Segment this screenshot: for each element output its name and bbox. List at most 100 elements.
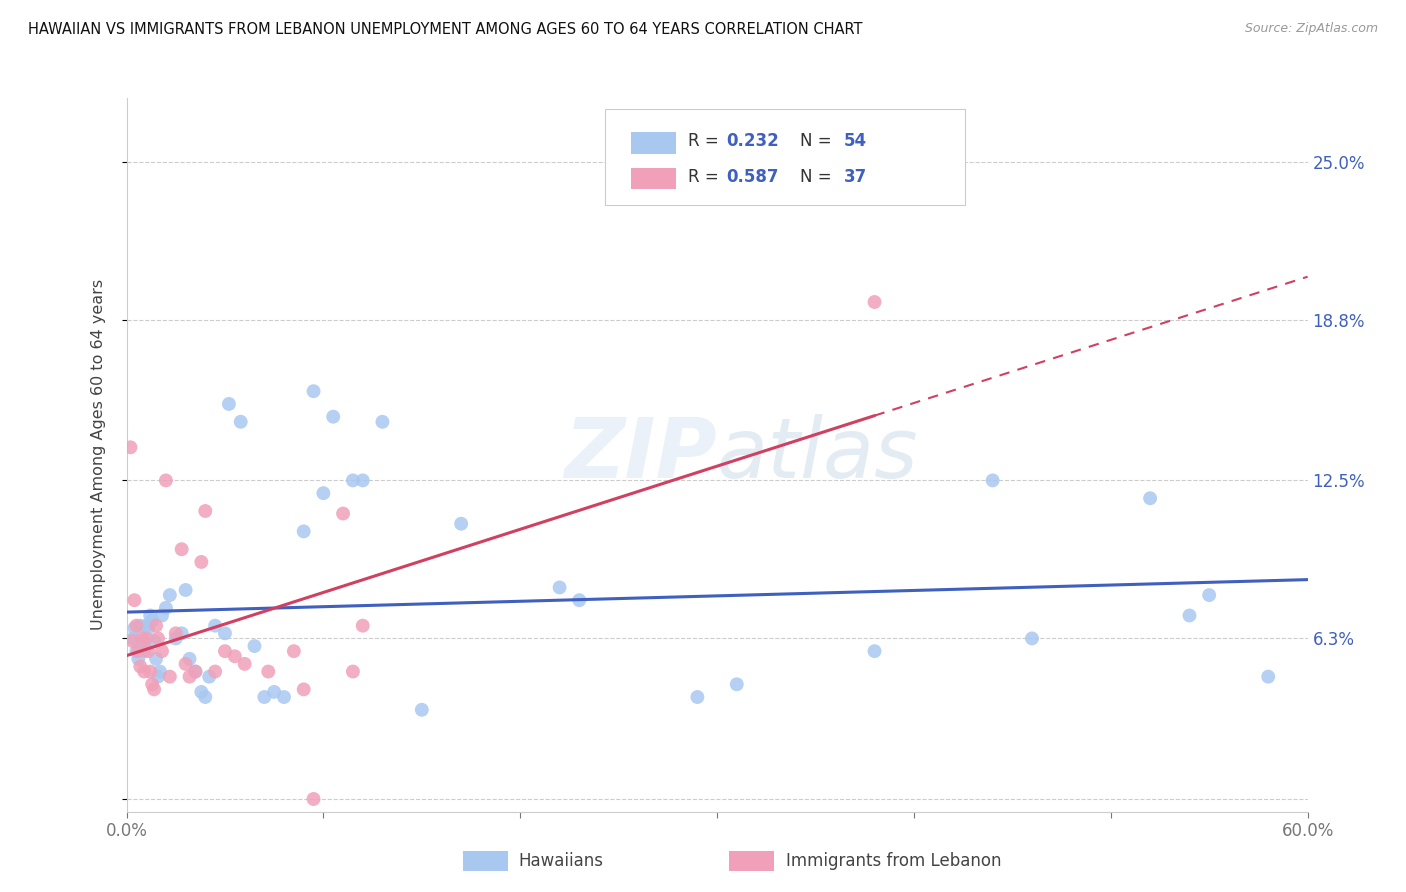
Point	[190, 685, 212, 699]
Point	[568, 593, 591, 607]
Point	[135, 618, 157, 632]
Point	[174, 657, 197, 671]
Point	[352, 618, 374, 632]
Point	[273, 690, 295, 704]
Point	[198, 670, 221, 684]
Point	[141, 677, 163, 691]
Point	[243, 639, 266, 653]
Point	[218, 397, 240, 411]
Text: HAWAIIAN VS IMMIGRANTS FROM LEBANON UNEMPLOYMENT AMONG AGES 60 TO 64 YEARS CORRE: HAWAIIAN VS IMMIGRANTS FROM LEBANON UNEM…	[28, 22, 863, 37]
Text: Source: ZipAtlas.com: Source: ZipAtlas.com	[1244, 22, 1378, 36]
Point	[174, 582, 197, 597]
Point	[139, 608, 162, 623]
Point	[342, 474, 364, 488]
Point	[129, 659, 152, 673]
Text: 37: 37	[844, 168, 866, 186]
Point	[302, 792, 325, 806]
Point	[450, 516, 472, 531]
Point	[146, 670, 169, 684]
Point	[159, 670, 181, 684]
Point	[141, 614, 163, 628]
Point	[194, 504, 217, 518]
Point	[263, 685, 285, 699]
Text: N =: N =	[800, 168, 837, 186]
Point	[190, 555, 212, 569]
Point	[1198, 588, 1220, 602]
Point	[302, 384, 325, 399]
FancyBboxPatch shape	[605, 109, 965, 205]
Point	[233, 657, 256, 671]
Point	[120, 440, 142, 454]
Point	[322, 409, 344, 424]
Point	[981, 474, 1004, 488]
Text: atlas: atlas	[717, 415, 918, 495]
Point	[204, 665, 226, 679]
Point	[863, 295, 886, 310]
Point	[214, 626, 236, 640]
Text: Immigrants from Lebanon: Immigrants from Lebanon	[786, 852, 1001, 870]
Text: Hawaiians: Hawaiians	[519, 852, 603, 870]
Bar	[631, 168, 676, 189]
Point	[1139, 491, 1161, 506]
Point	[342, 665, 364, 679]
Point	[121, 632, 143, 646]
Text: 0.587: 0.587	[727, 168, 779, 186]
Point	[170, 542, 193, 557]
Point	[179, 652, 201, 666]
Point	[149, 665, 172, 679]
Point	[179, 670, 201, 684]
Point	[863, 644, 886, 658]
Point	[150, 608, 173, 623]
Point	[194, 690, 217, 704]
Point	[145, 618, 167, 632]
Point	[129, 618, 152, 632]
Point	[155, 600, 177, 615]
Point	[146, 632, 169, 646]
Point	[136, 621, 159, 635]
Text: 0.232: 0.232	[727, 132, 779, 150]
Point	[150, 644, 173, 658]
Point	[127, 652, 149, 666]
Point	[134, 665, 156, 679]
Text: N =: N =	[800, 132, 837, 150]
Point	[165, 626, 187, 640]
Point	[725, 677, 748, 691]
Point	[170, 626, 193, 640]
Text: R =: R =	[688, 132, 724, 150]
Point	[131, 634, 153, 648]
Point	[352, 474, 374, 488]
Bar	[463, 851, 508, 871]
Point	[124, 593, 146, 607]
Point	[332, 507, 354, 521]
Point	[1257, 670, 1279, 684]
Point	[155, 474, 177, 488]
Point	[125, 644, 148, 658]
Point	[127, 644, 149, 658]
Point	[229, 415, 252, 429]
Point	[548, 581, 571, 595]
Point	[145, 652, 167, 666]
Point	[159, 588, 181, 602]
Point	[125, 618, 148, 632]
Point	[253, 690, 276, 704]
Point	[204, 618, 226, 632]
Point	[283, 644, 305, 658]
Point	[224, 649, 246, 664]
Point	[371, 415, 394, 429]
Point	[292, 524, 315, 539]
Point	[131, 632, 153, 646]
Bar	[728, 851, 773, 871]
Text: ZIP: ZIP	[564, 415, 717, 495]
Bar	[631, 132, 676, 153]
Point	[292, 682, 315, 697]
Point	[139, 665, 162, 679]
Point	[135, 632, 157, 646]
Y-axis label: Unemployment Among Ages 60 to 64 years: Unemployment Among Ages 60 to 64 years	[91, 279, 105, 631]
Text: 54: 54	[844, 132, 866, 150]
Point	[312, 486, 335, 500]
Point	[143, 682, 166, 697]
Point	[165, 632, 187, 646]
Text: R =: R =	[688, 168, 724, 186]
Point	[184, 665, 207, 679]
Point	[124, 621, 146, 635]
